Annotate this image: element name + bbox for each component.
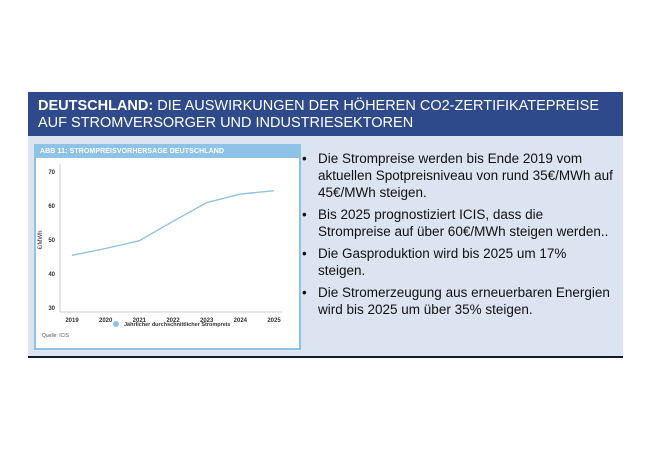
bullet-list: Die Strompreise werden bis Ende 2019 vom… [298, 150, 616, 323]
slide-header: DEUTSCHLAND: DIE AUSWIRKUNGEN DER HÖHERE… [28, 92, 623, 136]
series-line [71, 190, 275, 256]
x-tick-label: 2025 [267, 318, 281, 324]
y-tick-label: 50 [48, 238, 55, 244]
bullet-item: Die Gasproduktion wird bis 2025 um 17% s… [298, 245, 616, 279]
y-axis-label: €/MWh [38, 230, 44, 249]
y-tick-label: 60 [48, 204, 55, 210]
x-tick-label: 2021 [133, 318, 147, 324]
x-tick-label: 2024 [234, 318, 248, 324]
header-title-bold: DEUTSCHLAND: [38, 98, 154, 114]
bullet-item: Die Strompreise werden bis Ende 2019 vom… [298, 150, 616, 201]
slide: DEUTSCHLAND: DIE AUSWIRKUNGEN DER HÖHERE… [28, 92, 623, 358]
y-tick-label: 40 [48, 272, 55, 278]
chart-card: ABB 11: STROMPREISVORHERSAGE DEUTSCHLAND… [34, 144, 301, 350]
legend-marker [113, 321, 119, 327]
x-tick-label: 2019 [65, 318, 79, 324]
line-chart: 30 40 50 60 70 2019 2020 2021 2022 2023 2024 2025 €/… [38, 164, 282, 339]
header-title-rest: DIE AUSWIRKUNGEN DER HÖHEREN CO2-ZERTIFI… [38, 98, 599, 131]
x-tick-label: 2020 [99, 318, 113, 324]
bullet-item: Bis 2025 prognostiziert ICIS, dass die S… [298, 206, 616, 240]
y-tick-label: 30 [48, 306, 55, 312]
x-tick-label: 2023 [200, 318, 214, 324]
x-tick-label: 2022 [166, 318, 180, 324]
bullet-item: Die Stromerzeugung aus erneuerbaren Ener… [298, 284, 616, 318]
chart-title: ABB 11: STROMPREISVORHERSAGE DEUTSCHLAND [36, 146, 299, 158]
y-tick-label: 70 [48, 170, 55, 176]
chart-source: Quelle: ICIS [42, 333, 70, 339]
legend-label: Jährlicher durchschnittlicher Strompreis [124, 322, 230, 328]
